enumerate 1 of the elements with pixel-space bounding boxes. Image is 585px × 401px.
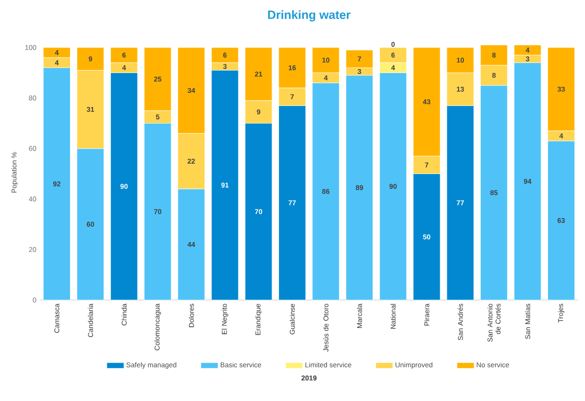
chart-title: Drinking water <box>268 10 350 22</box>
